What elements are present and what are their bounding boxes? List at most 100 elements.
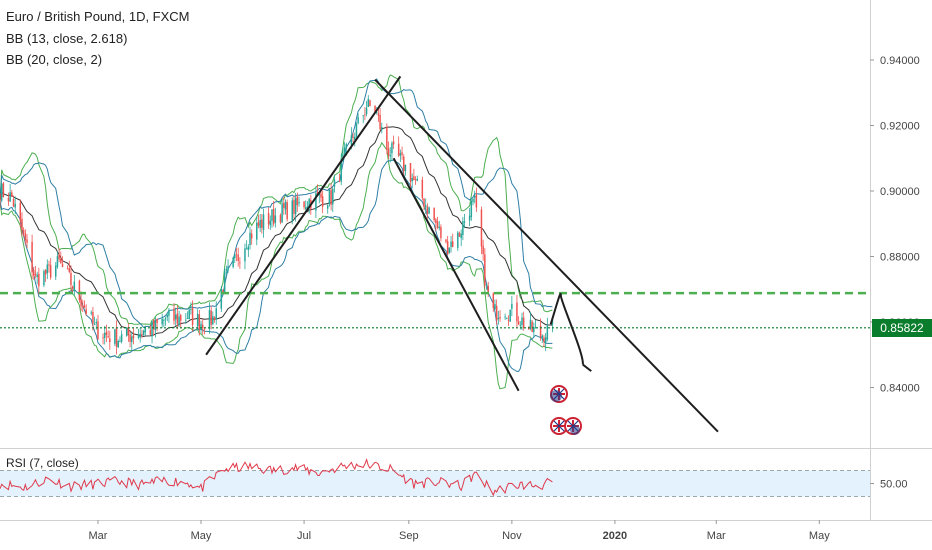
candle-body — [262, 214, 265, 230]
candle-body — [14, 203, 16, 208]
candle-body — [279, 215, 282, 223]
candle-body — [391, 143, 393, 154]
candle-body — [516, 302, 518, 322]
candle-body — [389, 154, 391, 157]
candle-body — [31, 241, 33, 273]
time-tick-label: Nov — [502, 530, 522, 542]
time-tick-label: Jul — [297, 530, 311, 542]
candle-body — [517, 321, 520, 325]
candle-body — [198, 314, 201, 330]
candle-body — [26, 239, 28, 243]
candle-body — [365, 107, 368, 115]
candle-body — [460, 233, 462, 239]
candle-body — [152, 319, 155, 330]
time-tick-label: Mar — [707, 530, 726, 542]
candle-body — [404, 164, 407, 171]
bb20-upper-band — [0, 78, 553, 329]
candle-body — [409, 163, 412, 182]
candle-body — [374, 105, 376, 113]
candle-body — [367, 98, 370, 108]
candle-body — [534, 326, 537, 329]
candle-body — [338, 180, 341, 182]
candle-body — [457, 232, 459, 248]
candle-body — [487, 286, 489, 293]
candle-body — [492, 293, 495, 308]
trendline-2[interactable] — [374, 78, 719, 433]
candle-body — [381, 127, 383, 131]
candle-body — [435, 219, 437, 224]
candle-body — [21, 218, 23, 231]
candle-body — [0, 194, 1, 201]
candle-body — [178, 316, 180, 325]
candle-body — [185, 319, 187, 321]
candle-body — [24, 233, 27, 241]
candle-body — [506, 317, 508, 319]
candle-body — [411, 177, 413, 182]
bb-basis-line — [0, 126, 553, 338]
candle-body — [174, 314, 177, 320]
candle-body — [156, 318, 158, 324]
candle-body — [497, 317, 500, 320]
candle-body — [245, 248, 248, 250]
candle-body — [33, 270, 35, 276]
candle-body — [451, 241, 454, 247]
bb13-upper-band — [0, 74, 553, 325]
candle-body — [364, 114, 366, 116]
candle-body — [296, 196, 299, 206]
candle-body — [333, 179, 336, 187]
candle-body — [499, 316, 501, 319]
candle-body — [485, 284, 488, 286]
candle-body — [186, 318, 189, 319]
candle-body — [142, 330, 145, 336]
candle-body — [56, 256, 59, 267]
candle-body — [208, 309, 211, 330]
candle-body — [330, 189, 332, 205]
candle-body — [9, 192, 11, 202]
rsi-tick-label: 50.00 — [880, 479, 908, 491]
candle-body — [58, 254, 60, 260]
symbol-title: Euro / British Pound, 1D, FXCM — [6, 9, 190, 24]
candle-body — [387, 148, 390, 156]
candle-body — [423, 198, 425, 207]
candle-body — [424, 205, 427, 208]
candle-body — [473, 195, 476, 198]
candle-body — [402, 156, 405, 172]
trendline-3[interactable] — [392, 157, 520, 392]
trendline-1[interactable] — [205, 75, 402, 356]
candle-body — [139, 333, 141, 338]
candle-body — [95, 322, 98, 324]
candle-body — [235, 254, 238, 256]
candle-body — [109, 338, 111, 343]
candle-body — [70, 273, 72, 286]
candle-body — [176, 313, 179, 324]
candle-body — [0, 183, 3, 201]
candle-body — [2, 183, 5, 198]
candle-body — [416, 178, 419, 181]
candle-body — [68, 268, 71, 272]
candle-body — [379, 115, 381, 130]
time-tick-label: Sep — [399, 530, 419, 542]
candle-body — [458, 233, 461, 237]
candle-body — [494, 303, 496, 310]
candle-body — [154, 320, 157, 331]
rsi-legend: RSI (7, close) — [6, 456, 79, 470]
candle-body — [377, 113, 380, 116]
candle-body — [44, 269, 47, 275]
bb13-legend: BB (13, close, 2.618) — [6, 31, 128, 46]
projection-arrow[interactable] — [549, 292, 584, 365]
candle-body — [472, 198, 474, 202]
candle-body — [272, 208, 275, 224]
projection-arrow-head[interactable] — [582, 363, 592, 372]
candle-body — [436, 221, 439, 228]
event-flag-icon[interactable] — [550, 417, 568, 435]
candle-body — [294, 198, 297, 215]
time-tick-label: 2020 — [603, 530, 627, 542]
candle-body — [463, 221, 466, 223]
candle-body — [97, 321, 99, 340]
candle-body — [114, 329, 116, 344]
candle-body — [531, 321, 533, 332]
candle-body — [36, 274, 38, 277]
candle-body — [283, 203, 285, 208]
